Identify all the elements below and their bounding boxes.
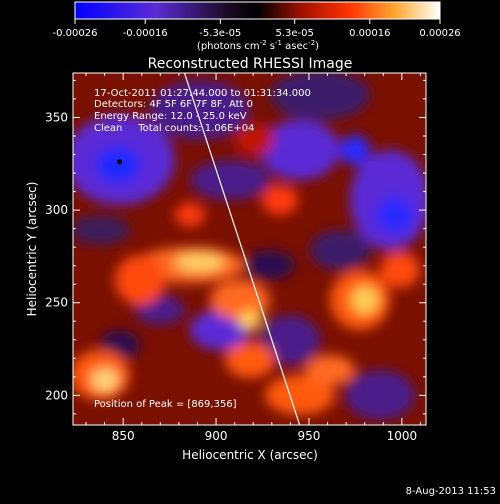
colorbar-ticks: -0.00026 -0.00016 -5.3e-05 5.3e-05 0.00016 0.… [53,19,461,39]
y-tick-label: 250 [45,296,68,310]
footer-date: 8-Aug-2013 11:53 [406,486,496,497]
annotation-energy-range: Energy Range: 12.0 - 25.0 keV [94,111,247,122]
y-tick-label: 200 [45,388,68,402]
annotation-detectors: Detectors: 4F 5F 6F 7F 8F, Att 0 [94,99,253,110]
x-tick-label: 900 [205,429,228,443]
plot-frame [72,72,427,426]
solar-limb-line [183,73,301,425]
y-axis-ticks: 200 250 300 350 [45,79,426,415]
annotation-time-range: 17-Oct-2011 01:27:44.000 to 01:31:34.000 [94,88,311,99]
x-axis-ticks: 850 900 950 1000 [85,73,421,443]
colorbar-bar [74,1,441,20]
x-tick-label: 1000 [387,429,418,443]
colorbar-units-label: (photons cm-2 s-1 asec-2) [197,39,319,52]
x-tick-label: 850 [112,429,135,443]
minimum-marker [116,159,122,165]
y-tick-label: 350 [45,110,68,124]
chart-title: Reconstructed RHESSI Image [148,56,353,72]
y-axis-label: Heliocentric Y (arcsec) [25,182,39,317]
annotation-peak-position: Position of Peak = [869,356] [94,399,237,410]
colorbar-tick-label: 5.3e-05 [276,28,314,39]
colorbar-tick-label: -0.00016 [123,28,168,39]
x-axis-label: Heliocentric X (arcsec) [182,448,318,462]
x-tick-label: 950 [297,429,320,443]
colorbar-tick-label: 0.00016 [349,28,390,39]
colorbar-tick-label: 0.00026 [419,28,460,39]
colorbar-tick-label: -5.3e-05 [199,28,241,39]
annotation-block: 17-Oct-2011 01:27:44.000 to 01:31:34.000… [94,88,311,410]
colorbar-tick-label: -0.00026 [53,28,98,39]
y-tick-label: 300 [45,203,68,217]
heatmap-image [73,73,426,425]
annotation-clean-counts: Clean Total counts: 1.06E+04 [94,123,254,134]
